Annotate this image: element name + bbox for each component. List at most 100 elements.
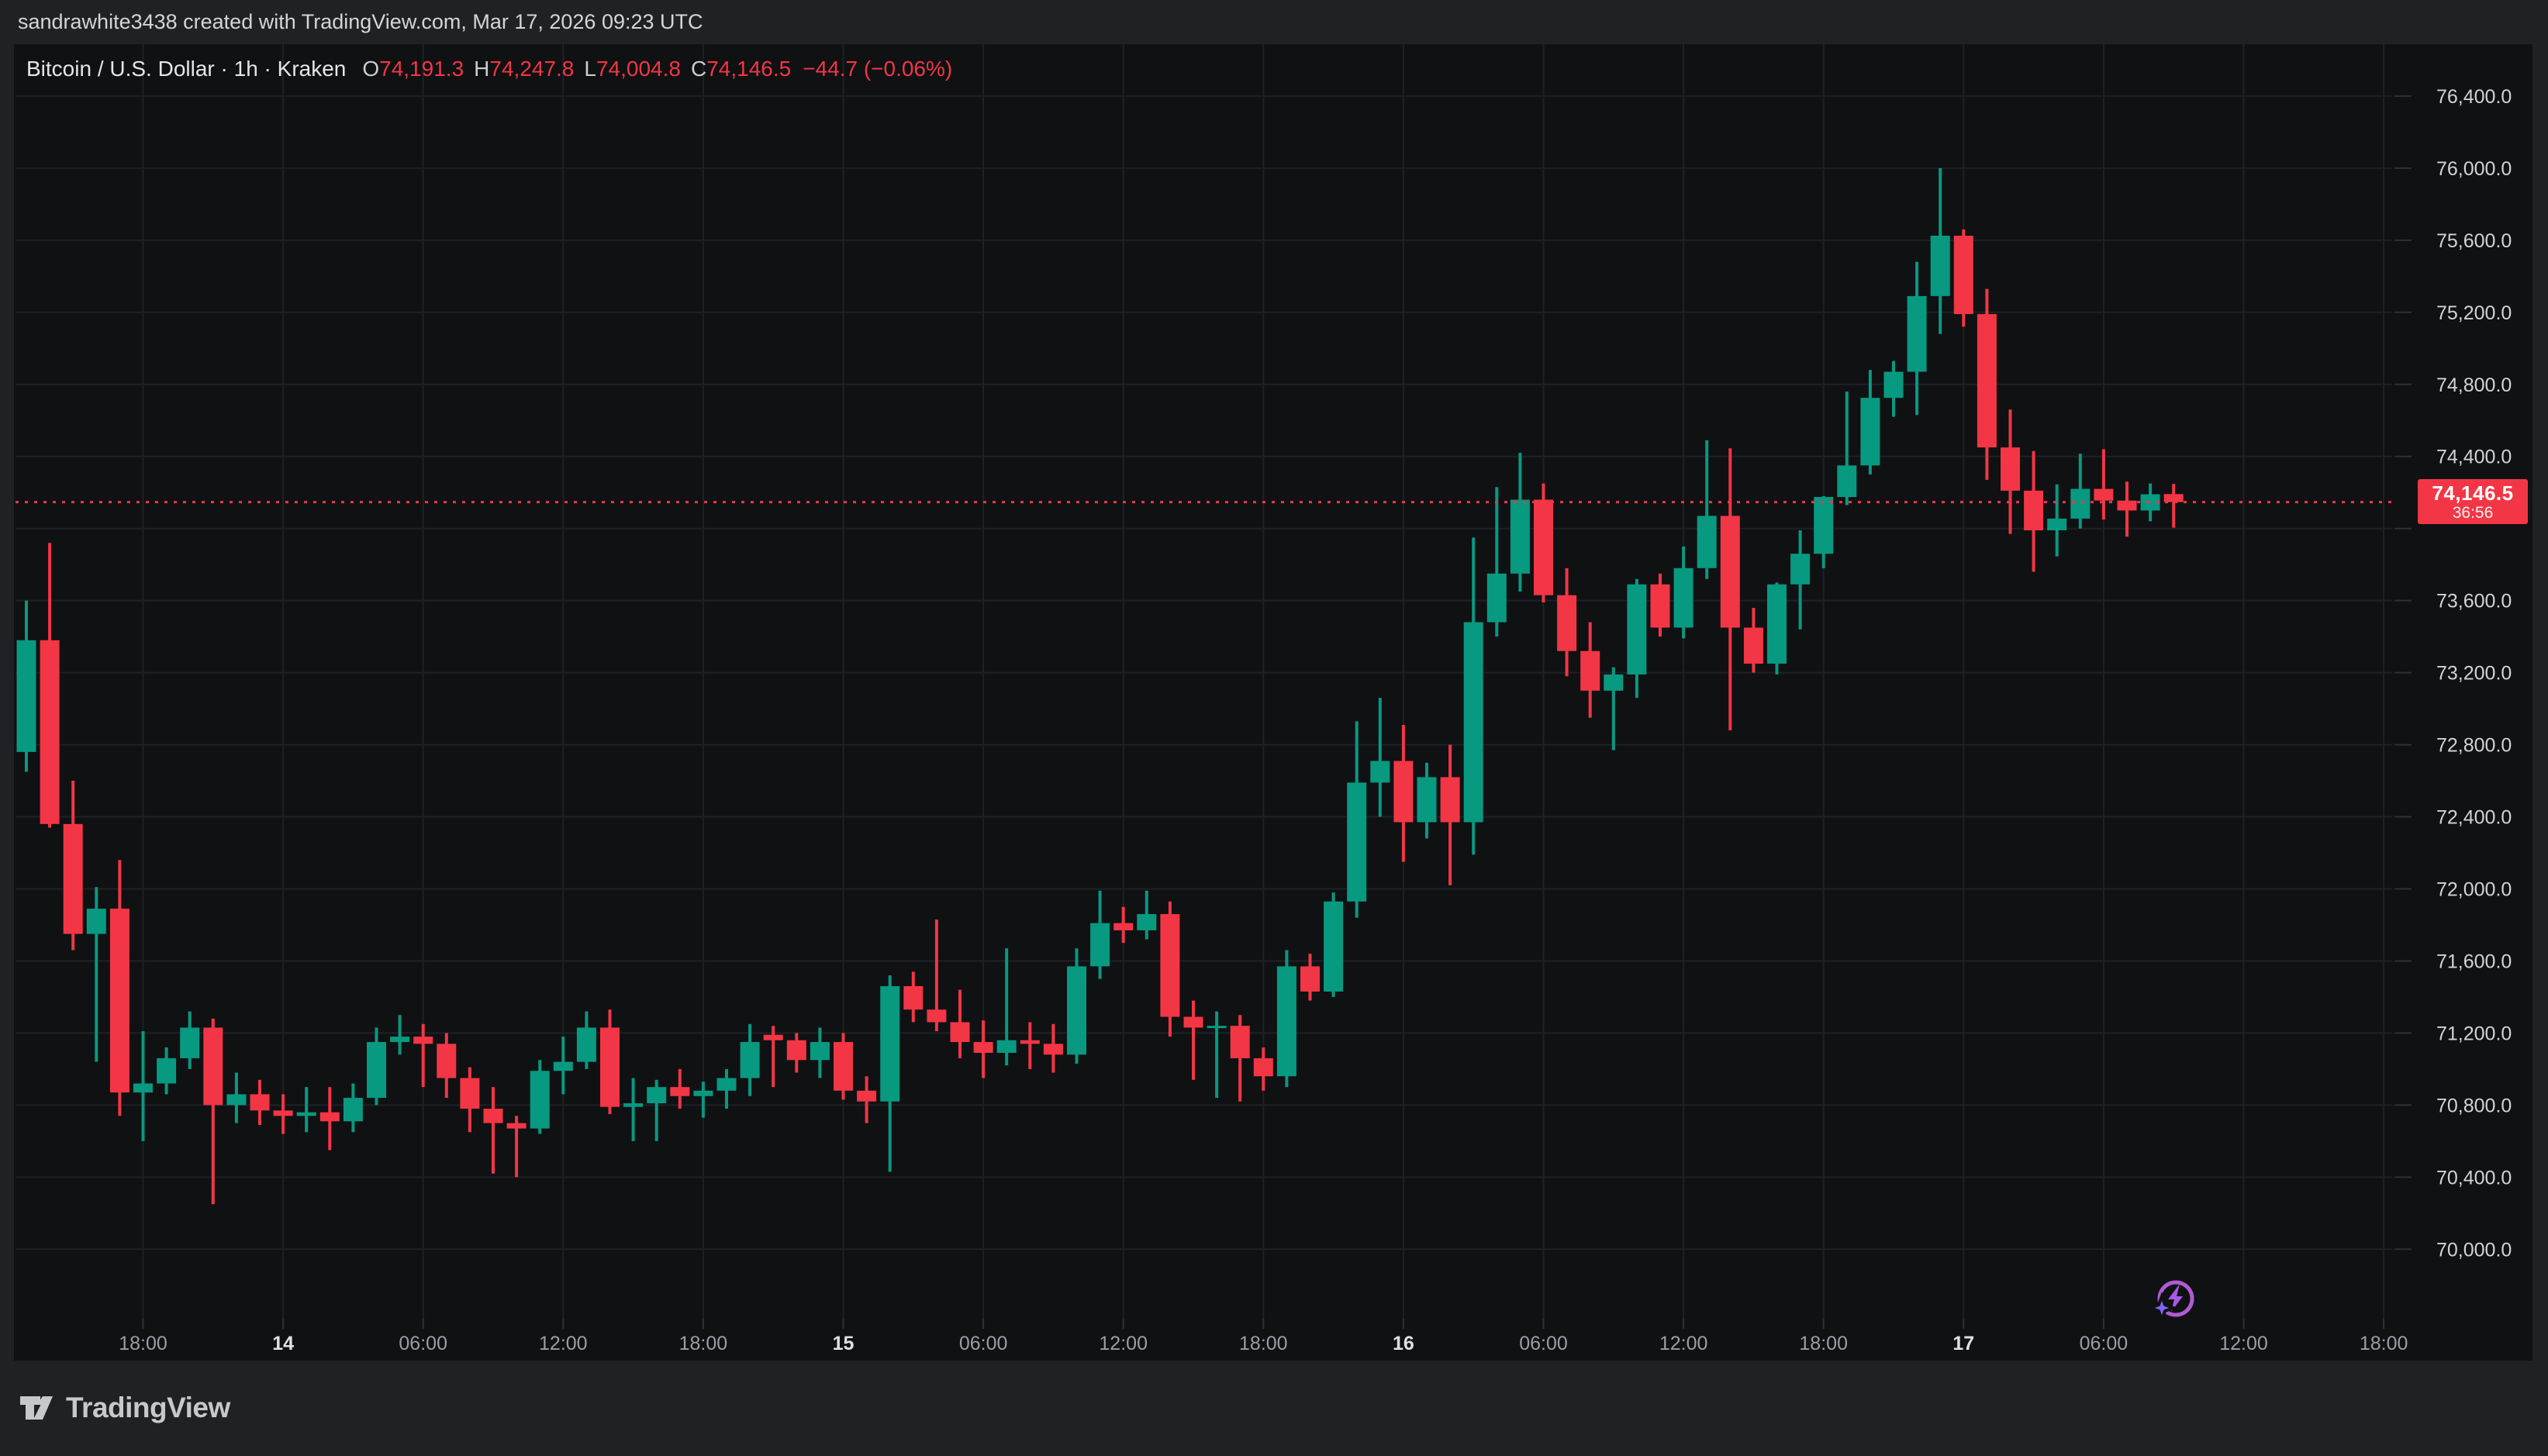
candle-body <box>460 1078 480 1109</box>
time-axis-label: 18:00 <box>679 1333 728 1354</box>
chart-widget: 76,400.0 76,000.0 75,600.0 75,200.0 74,800.0… <box>14 44 2532 1361</box>
time-axis-label: 17 <box>1952 1333 1974 1354</box>
candle-body <box>1300 966 1320 992</box>
candle-body <box>250 1094 270 1111</box>
lightning-refresh-icon[interactable] <box>2146 1280 2194 1324</box>
candle-body <box>647 1087 667 1104</box>
candle-wick <box>1705 440 1709 579</box>
candle-body <box>16 640 36 752</box>
tradingview-logo-icon <box>20 1396 53 1420</box>
candle-body <box>1370 761 1390 783</box>
candle-body <box>1207 1026 1227 1029</box>
candle-body <box>1580 650 1600 691</box>
candle-wick <box>772 1026 775 1088</box>
time-axis-label: 12:00 <box>1099 1333 1148 1354</box>
time-axis-label: 18:00 <box>1799 1333 1848 1354</box>
candle-body <box>1907 295 1927 372</box>
candle-body <box>2140 494 2160 511</box>
candle-body <box>1510 499 1530 574</box>
time-axis-label: 14 <box>272 1333 294 1354</box>
lightning-refresh-icon-part <box>2168 1284 2183 1312</box>
candle-body <box>1814 497 1834 554</box>
candle-body <box>1347 782 1367 902</box>
candle-body <box>1790 554 1811 585</box>
candle-body <box>1837 465 1857 498</box>
candle-wick <box>515 1116 519 1178</box>
time-axis[interactable] <box>14 1319 2532 1361</box>
candle-body <box>857 1090 877 1102</box>
candle-body <box>1977 314 1997 448</box>
candle-body <box>40 640 60 824</box>
candle-wick <box>492 1087 495 1174</box>
symbol-title[interactable]: Bitcoin / U.S. Dollar · 1h · Kraken <box>26 57 347 81</box>
price-axis-label: 74,800.0 <box>2436 374 2512 396</box>
candle-wick <box>1845 392 1849 505</box>
candle-body <box>996 1040 1017 1053</box>
candle-body <box>1953 236 1973 315</box>
candle-body <box>786 1040 806 1061</box>
candle-body <box>343 1098 363 1122</box>
candle-body <box>1067 966 1086 1055</box>
candle-body <box>180 1027 200 1058</box>
price-axis[interactable] <box>2392 44 2532 1319</box>
candle-body <box>1627 584 1647 675</box>
ohlc-high-label: H <box>474 57 490 81</box>
ohlc-high: H74,247.8 <box>474 57 574 81</box>
candle-body <box>880 985 900 1102</box>
ohlc-low: L74,004.8 <box>584 57 681 81</box>
candle-body <box>367 1042 386 1099</box>
candle-body <box>2117 500 2137 511</box>
candle-body <box>226 1094 247 1106</box>
candle-body <box>2001 447 2020 491</box>
candle-wick <box>1495 487 1499 637</box>
candle-body <box>1230 1026 1250 1058</box>
candle-body <box>273 1110 293 1116</box>
candle-body <box>1883 371 1904 399</box>
candle-wick <box>2101 449 2105 520</box>
tradingview-logo[interactable]: TradingView <box>19 1392 230 1424</box>
candle-body <box>1720 516 1740 628</box>
candle-wick <box>1005 948 1009 1066</box>
price-axis-label: 76,000.0 <box>2436 158 2512 180</box>
candle-body <box>203 1027 223 1106</box>
ohlc-low-value: 74,004.8 <box>596 57 681 81</box>
candle-body <box>693 1090 713 1096</box>
candle-body <box>1930 236 1950 296</box>
candle-body <box>810 1042 830 1061</box>
ohlc-close: C74,146.5 <box>691 57 791 81</box>
ohlc-close-label: C <box>690 57 707 81</box>
candle-body <box>927 1009 947 1023</box>
candle-body <box>1860 398 1880 466</box>
candle-body <box>1463 622 1483 823</box>
time-axis-label: 15 <box>833 1333 855 1354</box>
last-price-label: 74,146.5 36:56 <box>2418 479 2528 524</box>
price-axis-label: 73,200.0 <box>2436 663 2512 685</box>
ohlc-high-value: 74,247.8 <box>489 57 575 81</box>
price-axis-label: 71,200.0 <box>2436 1023 2512 1044</box>
candle-body <box>157 1057 177 1084</box>
candle-body <box>413 1037 433 1044</box>
candle-wick <box>1028 1022 1032 1069</box>
price-axis-label: 73,600.0 <box>2436 591 2512 612</box>
time-axis-label: 18:00 <box>1239 1333 1288 1354</box>
candle-body <box>1767 584 1787 664</box>
candle-body <box>2024 490 2044 531</box>
candle-body <box>530 1071 550 1129</box>
chart-canvas[interactable]: 76,400.0 76,000.0 75,600.0 75,200.0 74,800.0… <box>14 44 2532 1361</box>
time-axis-label: 12:00 <box>1659 1333 1708 1354</box>
candle-wick <box>211 1018 215 1205</box>
price-axis-label: 70,400.0 <box>2436 1167 2512 1189</box>
candle-body <box>1604 674 1624 691</box>
candle-body <box>600 1027 620 1107</box>
symbol-legend: Bitcoin / U.S. Dollar · 1h · Kraken O74,… <box>26 57 952 81</box>
candle-wick <box>1611 667 1615 750</box>
price-axis-label: 72,400.0 <box>2436 807 2512 829</box>
price-axis-label: 70,800.0 <box>2436 1095 2512 1116</box>
candle-body <box>623 1103 644 1107</box>
lightning-refresh-icon-part <box>2146 1292 2178 1324</box>
candle-body <box>950 1022 970 1043</box>
time-axis-label: 12:00 <box>2219 1333 2268 1354</box>
candle-wick <box>398 1015 402 1055</box>
candle-body <box>1183 1016 1203 1028</box>
